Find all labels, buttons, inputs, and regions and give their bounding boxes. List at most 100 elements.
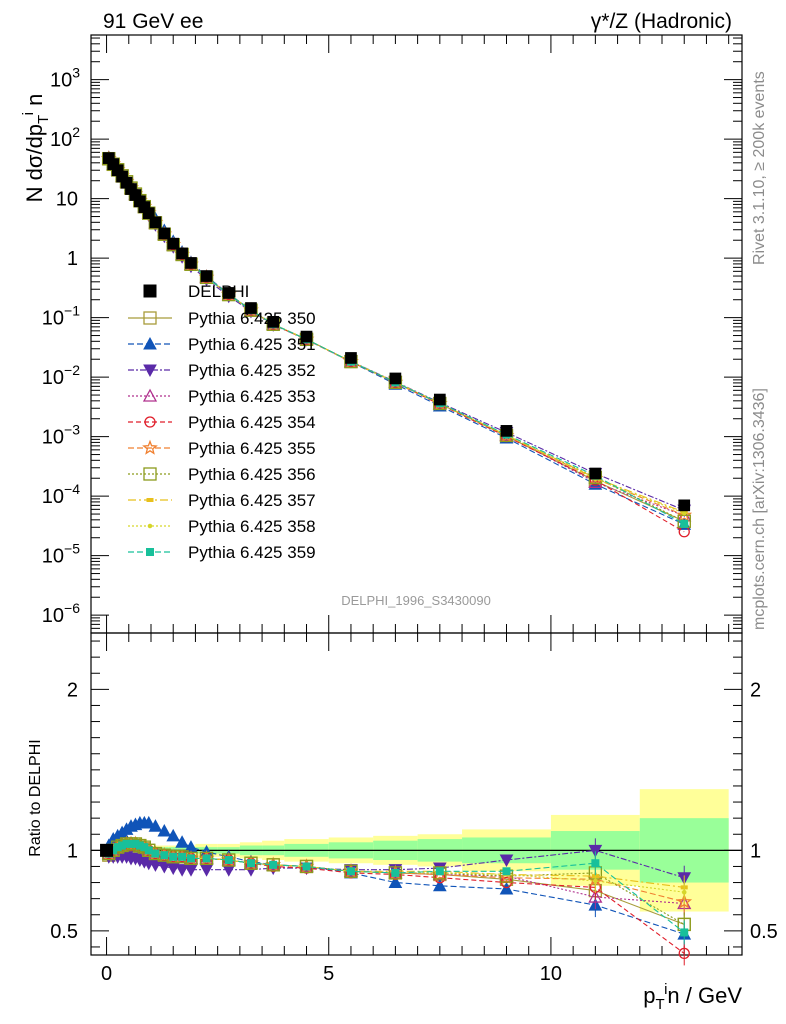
x-tick-label: 10 (540, 963, 562, 985)
mcplots-label: mcplots.cern.ch [arXiv:1306.3436] (751, 388, 768, 630)
legend-label: Pythia 6.425 357 (188, 491, 316, 510)
main-y-tick-label: 10−2 (42, 362, 80, 389)
ratio-data-point (100, 843, 114, 857)
main-series-point (680, 519, 689, 528)
ratio-series-point (148, 819, 163, 832)
analysis-id-label: DELPHI_1996_S3430090 (341, 593, 491, 608)
legend-label: Pythia 6.425 354 (188, 413, 316, 432)
legend-marker (146, 498, 154, 502)
data-point (185, 257, 197, 269)
ratio-series-point (166, 828, 181, 842)
legend-marker (143, 284, 157, 298)
ratio-series-point (175, 835, 189, 848)
ratio-series-point (178, 852, 187, 861)
ratio-y-tick-label: 1 (67, 840, 78, 862)
main-series-point (681, 510, 687, 516)
ratio-y-tick-label-right: 1 (750, 840, 761, 862)
legend-marker (142, 388, 158, 402)
main-y-tick-label: 10 (56, 189, 78, 211)
legend-label: Pythia 6.425 356 (188, 465, 316, 484)
ratio-frame (90, 632, 743, 956)
ratio-series-point (151, 849, 160, 858)
ratio-y-tick-label-right: 2 (750, 679, 761, 701)
legend-marker (147, 523, 153, 529)
legend-label: Pythia 6.425 351 (188, 335, 316, 354)
data-point (245, 302, 257, 314)
ratio-series-point (680, 928, 689, 937)
data-point (433, 393, 446, 406)
legend-label: Pythia 6.425 352 (188, 361, 316, 380)
ratio-series-layer (100, 815, 693, 966)
ratio-series-point (432, 878, 447, 892)
data-point (678, 499, 691, 512)
ratio-series-point (199, 864, 214, 877)
legend: DELPHI Pythia 6.425 350 Pythia 6.425 351 Py… (128, 282, 316, 562)
data-point (389, 372, 402, 385)
ratio-series-point (499, 854, 514, 868)
data-point (589, 467, 602, 480)
data-point (300, 330, 313, 343)
ratio-series-point (144, 846, 153, 855)
data-point (158, 227, 171, 240)
ratio-series-point (588, 844, 603, 858)
main-y-tick-label: 10−6 (42, 600, 80, 627)
ratio-series-point (435, 867, 444, 876)
data-point (176, 247, 188, 260)
ratio-y-tick-label: 0.5 (50, 921, 78, 943)
ratio-series-point (175, 864, 189, 877)
main-y-tick-label: 103 (50, 65, 80, 92)
header-left-label: 91 GeV ee (103, 10, 203, 33)
ratio-series-point (433, 866, 447, 880)
legend-marker (144, 416, 156, 428)
ratio-y-tick-label-right: 0.5 (750, 921, 778, 943)
ratio-series-line (108, 849, 685, 879)
ratio-series-point (593, 878, 598, 884)
ratio-series-point (588, 889, 603, 903)
x-tick-label: 0 (101, 963, 112, 985)
legend-marker (143, 364, 157, 378)
legend-label: Pythia 6.425 350 (188, 309, 316, 328)
data-point (222, 287, 235, 299)
ratio-series-point (499, 881, 514, 895)
ratio-series-point (157, 823, 172, 837)
ratio-series-point (681, 889, 687, 895)
ratio-series-point (302, 862, 311, 871)
main-y-axis-title: N dσ/dpTi n (20, 94, 52, 203)
ratio-series-point (202, 854, 211, 863)
ratio-series-point (388, 875, 403, 889)
main-series-point (676, 506, 693, 523)
ratio-series-point (169, 852, 178, 861)
ratio-series-point (186, 854, 195, 863)
legend-label: Pythia 6.425 358 (188, 517, 316, 536)
main-y-axis-title-text: N dσ/dpTi n (20, 94, 52, 203)
legend-label: Pythia 6.425 359 (188, 543, 316, 562)
data-point (149, 216, 162, 229)
ratio-series-point (676, 893, 693, 909)
data-point (200, 270, 213, 282)
legend-marker (142, 439, 158, 455)
main-series-layer (100, 150, 693, 538)
data-point (345, 352, 357, 364)
ratio-series-point (269, 860, 278, 869)
rivet-version-label: Rivet 3.1.10, ≥ 200k events (751, 71, 768, 265)
legend-marker (143, 467, 157, 481)
legend-marker (146, 548, 154, 556)
data-point (167, 237, 180, 250)
data-point (500, 425, 513, 437)
x-tick-label: 5 (323, 963, 334, 985)
ratio-y-tick-label: 2 (67, 679, 78, 701)
ratio-series-point (246, 859, 255, 868)
main-y-tick-label: 10−5 (42, 541, 80, 568)
x-axis-title: pTin / GeV (643, 981, 742, 1013)
ratio-series-point (346, 867, 355, 876)
main-y-tick-label: 10−1 (42, 303, 80, 330)
header-right-label: γ*/Z (Hadronic) (591, 10, 732, 33)
ratio-series-point (502, 867, 511, 876)
main-y-tick-label: 1 (67, 248, 78, 270)
legend-marker (143, 311, 157, 325)
main-y-tick-label: 102 (50, 124, 80, 151)
legend-label: Pythia 6.425 355 (188, 439, 316, 458)
ratio-series-point (141, 815, 156, 829)
main-y-tick-label: 10−3 (42, 422, 80, 449)
